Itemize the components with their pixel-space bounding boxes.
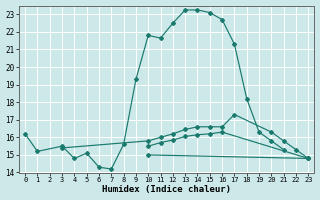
X-axis label: Humidex (Indice chaleur): Humidex (Indice chaleur) bbox=[102, 185, 231, 194]
